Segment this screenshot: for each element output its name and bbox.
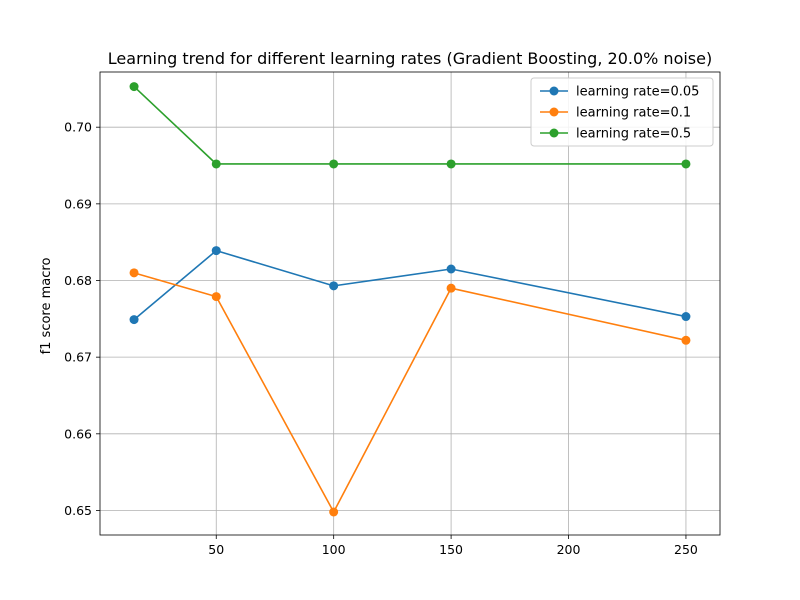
data-point bbox=[329, 507, 339, 517]
y-axis-label: f1 score macro bbox=[39, 258, 54, 355]
series-line bbox=[133, 249, 687, 321]
legend-swatch-marker bbox=[549, 128, 559, 138]
legend-item: learning rate=0.1 bbox=[540, 106, 691, 121]
plot-frame bbox=[99, 71, 721, 536]
y-tick-label: 0.69 bbox=[64, 196, 92, 211]
data-point bbox=[329, 159, 339, 169]
x-tick-label: 100 bbox=[322, 542, 346, 557]
y-tick-label: 0.65 bbox=[64, 503, 92, 518]
chart-title: Learning trend for different learning ra… bbox=[108, 49, 712, 68]
data-point bbox=[129, 82, 139, 92]
data-point bbox=[211, 246, 221, 256]
data-point bbox=[329, 281, 339, 291]
legend-label: learning rate=0.05 bbox=[576, 85, 699, 100]
data-point bbox=[211, 292, 221, 302]
legend: learning rate=0.05 learning rate=0.1 learn… bbox=[530, 77, 714, 147]
legend-label: learning rate=0.1 bbox=[576, 106, 691, 121]
series-3 bbox=[129, 82, 691, 169]
data-point bbox=[129, 315, 139, 325]
legend-swatch-marker bbox=[549, 107, 559, 117]
legend-box bbox=[530, 77, 714, 147]
data-point bbox=[129, 268, 139, 278]
y-tick-label: 0.67 bbox=[64, 350, 92, 365]
legend-item: learning rate=0.05 bbox=[540, 85, 699, 100]
grid bbox=[100, 72, 720, 535]
legend-label: learning rate=0.5 bbox=[576, 127, 691, 142]
series-layer bbox=[129, 82, 691, 517]
y-tick-label: 0.70 bbox=[64, 120, 92, 135]
axes: 50 100 150 200 250 0.65 0.66 0.67 0.68 0.69 0.70 bbox=[64, 71, 721, 557]
y-tick-label: 0.66 bbox=[64, 426, 92, 441]
series-2 bbox=[129, 268, 691, 517]
data-point bbox=[446, 283, 456, 293]
series-line bbox=[133, 272, 687, 513]
x-tick-label: 200 bbox=[557, 542, 581, 557]
x-tick-label: 50 bbox=[208, 542, 224, 557]
x-tick-label: 250 bbox=[674, 542, 698, 557]
data-point bbox=[681, 335, 691, 345]
data-point bbox=[446, 264, 456, 274]
data-point bbox=[446, 159, 456, 169]
x-tick-label: 150 bbox=[439, 542, 463, 557]
data-point bbox=[681, 312, 691, 322]
series-1 bbox=[129, 246, 691, 325]
data-point bbox=[681, 159, 691, 169]
data-point bbox=[211, 159, 221, 169]
y-tick-label: 0.68 bbox=[64, 273, 92, 288]
legend-swatch-marker bbox=[549, 86, 559, 96]
legend-item: learning rate=0.5 bbox=[540, 127, 691, 142]
